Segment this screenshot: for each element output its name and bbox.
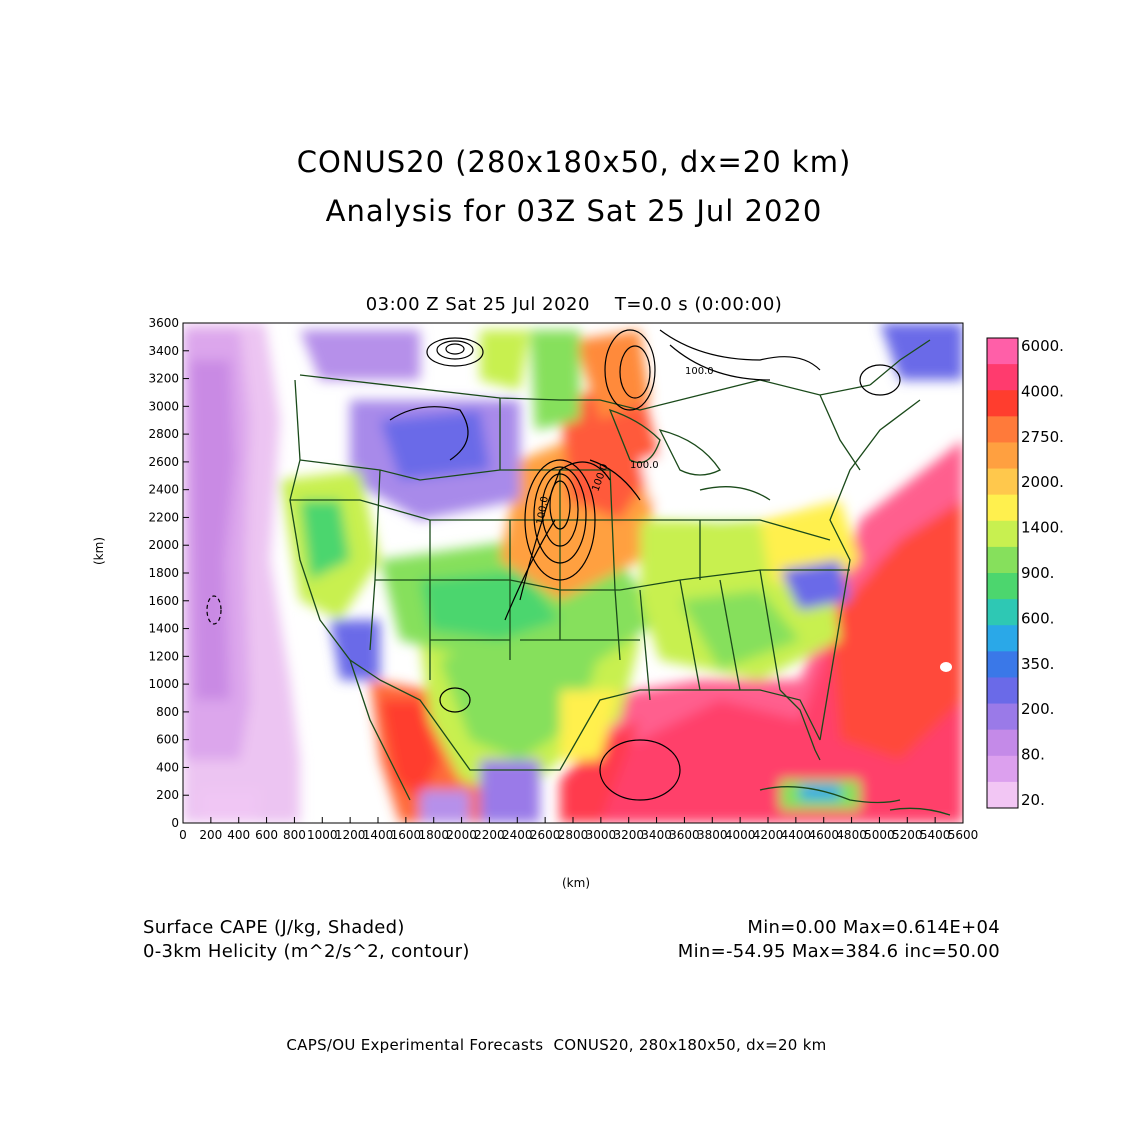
x-tick-label: 3000 — [586, 828, 617, 842]
colorbar-swatch — [987, 546, 1018, 574]
colorbar-label: 1400. — [1021, 519, 1064, 537]
contour-label: 100.0 — [685, 366, 714, 377]
colorbar-swatch — [987, 703, 1018, 731]
colorbar: 6000. 4000. 2750. 2000. 1400. 900. 600. 350. 200… — [986, 337, 1064, 809]
contour-label: 100.0 — [535, 495, 551, 525]
y-tick-label: 400 — [156, 760, 179, 774]
cape-shading — [183, 323, 963, 823]
x-tick-label: 4200 — [753, 828, 784, 842]
colorbar-frame — [986, 337, 1019, 809]
x-tick-label: 0 — [179, 828, 187, 842]
y-tick-label: 1600 — [148, 594, 179, 608]
x-tick-label: 4800 — [836, 828, 867, 842]
y-tick-label: 1000 — [148, 677, 179, 691]
colorbar-swatch — [987, 651, 1018, 678]
x-tick-label: 4400 — [781, 828, 812, 842]
colorbar-swatch — [987, 416, 1018, 443]
colorbar-label: 4000. — [1021, 382, 1064, 400]
x-tick-label: 2200 — [474, 828, 505, 842]
helicity-contours — [389, 329, 901, 801]
x-tick-label: 600 — [255, 828, 278, 842]
x-tick-label: 800 — [283, 828, 306, 842]
colorbar-swatch — [987, 338, 1018, 365]
x-tick-label: 5600 — [948, 828, 979, 842]
state-boundaries — [289, 339, 951, 816]
x-tick-label: 2600 — [530, 828, 561, 842]
x-tick-label: 3600 — [669, 828, 700, 842]
y-tick-label: 1200 — [148, 649, 179, 663]
colorbar-swatch — [987, 390, 1018, 417]
colorbar-label: 900. — [1021, 564, 1054, 582]
x-tick-label: 400 — [227, 828, 250, 842]
axis-ticks: 3600340032003000280026002400220020001800… — [148, 316, 978, 842]
cape-legend: Surface CAPE (J/kg, Shaded) — [143, 917, 405, 938]
x-tick-label: 2400 — [502, 828, 533, 842]
colorbar-swatch — [987, 494, 1018, 522]
y-tick-label: 3000 — [148, 399, 179, 413]
x-tick-label: 2800 — [558, 828, 589, 842]
y-tick-label: 2200 — [148, 510, 179, 524]
x-tick-label: 5000 — [864, 828, 895, 842]
x-tick-label: 3800 — [697, 828, 728, 842]
y-tick-label: 800 — [156, 705, 179, 719]
colorbar-label: 350. — [1021, 655, 1054, 673]
x-tick-label: 1600 — [391, 828, 422, 842]
x-tick-label: 5200 — [892, 828, 923, 842]
y-axis-label: (km) — [92, 536, 106, 565]
colorbar-label: 80. — [1021, 746, 1045, 764]
colorbar-label: 200. — [1021, 700, 1054, 718]
x-tick-label: 5400 — [920, 828, 951, 842]
colorbar-label: 2750. — [1021, 428, 1064, 446]
colorbar-swatch — [987, 573, 1018, 600]
colorbar-label: 20. — [1021, 791, 1045, 809]
y-tick-label: 0 — [171, 816, 179, 830]
helicity-stats: Min=-54.95 Max=384.6 inc=50.00 — [677, 941, 1000, 962]
colorbar-swatch — [987, 729, 1018, 757]
colorbar-swatch — [987, 442, 1018, 470]
colorbar-swatch — [987, 677, 1018, 705]
colorbar-swatch — [987, 625, 1018, 652]
y-tick-label: 2000 — [148, 538, 179, 552]
x-tick-label: 1800 — [418, 828, 449, 842]
colorbar-swatch — [987, 520, 1018, 548]
y-tick-label: 2800 — [148, 427, 179, 441]
title-line-1: CONUS20 (280x180x50, dx=20 km) — [296, 145, 852, 179]
y-tick-label: 200 — [156, 788, 179, 802]
x-tick-label: 1200 — [335, 828, 366, 842]
x-tick-label: 4600 — [808, 828, 839, 842]
x-tick-label: 200 — [199, 828, 222, 842]
y-tick-label: 3200 — [148, 372, 179, 386]
colorbar-label: 6000. — [1021, 337, 1064, 355]
colorbar-swatch — [987, 468, 1018, 496]
colorbar-swatch — [987, 364, 1018, 391]
title-line-2: Analysis for 03Z Sat 25 Jul 2020 — [325, 194, 823, 228]
colorbar-label: 2000. — [1021, 473, 1064, 491]
colorbar-swatch — [987, 599, 1018, 626]
plot-header: 03:00 Z Sat 25 Jul 2020 T=0.0 s (0:00:00… — [365, 294, 783, 315]
footer: CAPS/OU Experimental Forecasts CONUS20, … — [286, 1036, 827, 1054]
x-tick-label: 1000 — [307, 828, 338, 842]
y-tick-label: 2400 — [148, 483, 179, 497]
y-tick-label: 3600 — [148, 316, 179, 330]
colorbar-label: 600. — [1021, 609, 1054, 627]
cape-stats: Min=0.00 Max=0.614E+04 — [747, 917, 1000, 938]
contour-label: 100.0 — [630, 460, 659, 471]
x-tick-label: 2000 — [446, 828, 477, 842]
colorbar-swatch — [987, 781, 1018, 809]
x-tick-label: 1400 — [363, 828, 394, 842]
x-axis-label: (km) — [562, 876, 591, 890]
helicity-legend: 0-3km Helicity (m^2/s^2, contour) — [143, 941, 470, 962]
x-tick-label: 3200 — [613, 828, 644, 842]
x-tick-label: 4000 — [725, 828, 756, 842]
y-tick-label: 1800 — [148, 566, 179, 580]
y-tick-label: 2600 — [148, 455, 179, 469]
colorbar-swatch — [987, 755, 1018, 783]
y-tick-label: 3400 — [148, 344, 179, 358]
y-tick-label: 600 — [156, 733, 179, 747]
y-tick-label: 1400 — [148, 622, 179, 636]
x-tick-label: 3400 — [641, 828, 672, 842]
negative-helicity-contour — [206, 595, 222, 625]
